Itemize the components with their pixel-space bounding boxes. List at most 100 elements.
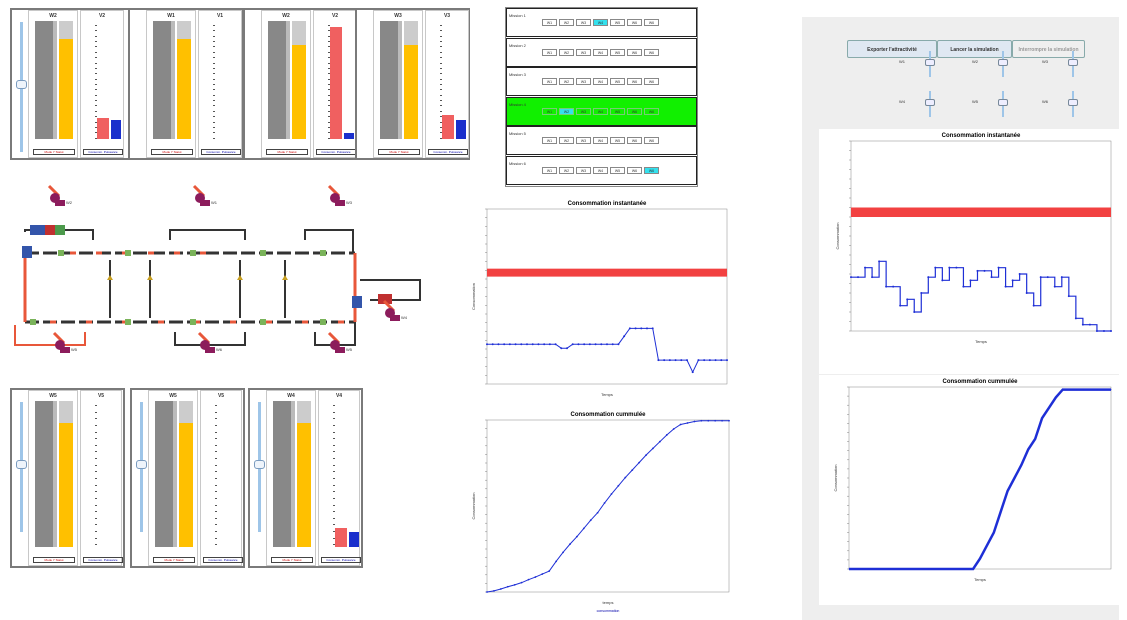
mission-cell[interactable]: W1 [542,107,557,115]
tick [95,121,97,123]
tick [215,405,217,406]
data-point [1110,330,1112,332]
robot-panel: W5 Mode Y Statut V5 Consomm. Puissance [10,388,125,568]
mission-cell[interactable]: W6 [644,166,659,174]
tick [328,25,330,26]
mission-cell[interactable]: W6 [644,137,659,144]
data-point [1046,276,1049,279]
power-slider-handle[interactable] [16,80,27,89]
mission-cell[interactable]: W2 [559,48,574,56]
tick [333,504,335,506]
mission-cell[interactable]: W5 [610,78,625,85]
mission-label: Mission 1 [509,13,526,18]
mission-cell[interactable]: W2 [559,137,574,144]
data-point [543,343,546,346]
mission-cell[interactable]: W5 [610,166,625,174]
mission-cell[interactable]: W6 [627,107,642,115]
mission-cell[interactable]: W3 [576,166,591,174]
mission-cell[interactable]: W4 [593,78,608,85]
power-gauge: V1 Consomm. Puissance [198,10,242,158]
mission-cell[interactable]: W2 [559,78,574,85]
mission-cell[interactable]: W4 [593,48,608,56]
mission-cell[interactable]: W1 [542,137,557,144]
mission-cell[interactable]: W6 [644,78,659,85]
speed-slider-handle[interactable] [925,99,935,106]
robot-arm: W5 [52,331,78,353]
mission-cell[interactable]: W2 [559,166,574,174]
mission-cell[interactable]: W6 [627,78,642,85]
mission-cell[interactable]: W6 [644,48,659,56]
speed-slider-handle[interactable] [1068,59,1078,66]
mission-cell[interactable]: W6 [627,48,642,56]
power-name: V2 [331,13,339,19]
power-slider-handle[interactable] [254,460,265,469]
robot-label: W5 [71,347,78,352]
tick [215,438,217,440]
mission-cell[interactable]: W1 [542,78,557,85]
mission-cell[interactable]: W3 [576,78,591,85]
mission-cell[interactable]: W5 [610,107,625,115]
tick [213,116,215,118]
mission-cell[interactable]: W2 [559,107,574,115]
gauge-gray-light [171,21,175,139]
speed-slider-handle[interactable] [1068,99,1078,106]
tick [328,121,330,123]
mission-cell[interactable]: W3 [576,107,591,115]
mission-row[interactable]: Mission 2 W1 W2 W3 W4 W5 W6 W6 [506,37,697,67]
tick [213,89,215,91]
speed-slider-handle[interactable] [925,59,935,66]
tick [328,105,330,107]
mission-row[interactable]: Mission 4 W1 W2 W3 W4 W5 W6 W6 [506,96,697,126]
mission-cell[interactable]: W5 [610,137,625,144]
mission-cell[interactable]: W6 [644,19,659,26]
speed-slider-handle[interactable] [998,59,1008,66]
mission-cell[interactable]: W1 [542,166,557,174]
power-legend: Consomm. Puissance [428,149,468,155]
mission-cell[interactable]: W1 [542,48,557,56]
tick [328,78,330,80]
mission-cell[interactable]: W3 [576,137,591,144]
mission-cell[interactable]: W4 [593,19,608,26]
export-button[interactable]: Exporter l'attractivité [847,40,937,58]
mission-cell[interactable]: W6 [644,107,659,115]
data-point [917,568,919,570]
mission-cell[interactable]: W3 [576,19,591,26]
stop-button[interactable]: Interrompre la simulation [1012,40,1085,58]
mission-cell[interactable]: W6 [627,19,642,26]
robot-panel: W3 Mode Y Statut V3 Consomm. Puissance [355,8,470,160]
data-point [997,266,1000,269]
power-slider-handle[interactable] [16,460,27,469]
mission-cell[interactable]: W4 [593,137,608,144]
mission-cell[interactable]: W5 [610,19,625,26]
tick [95,491,97,493]
power-gauge: V5 Consomm. Puissance [80,390,123,566]
data-point [674,359,677,362]
data-point [1018,273,1021,275]
power-slider-handle[interactable] [136,460,147,469]
mission-cell[interactable]: W3 [576,48,591,56]
tick [215,497,217,499]
mission-cell[interactable]: W4 [593,166,608,174]
speed-slider-handle[interactable] [998,99,1008,106]
mission-row[interactable]: Mission 6 W1 W2 W3 W4 W5 W6 W6 [506,155,697,185]
mission-cell[interactable]: W5 [610,48,625,56]
power-legend: Consomm. Puissance [83,557,123,563]
mission-cell[interactable]: W1 [542,19,557,26]
mission-row[interactable]: Mission 3 W1 W2 W3 W4 W5 W6 W6 [506,67,697,96]
tick [215,504,217,506]
mission-cell[interactable]: W6 [627,137,642,144]
tick [215,484,217,486]
missions-panel: Mission 1 W1 W2 W3 W4 W5 W6 W6 Mission 2 W1 W2 W3 W4… [505,7,698,187]
data-point [513,583,516,586]
mission-cell[interactable]: W2 [559,19,574,26]
mission-row[interactable]: Mission 5 W1 W2 W3 W4 W5 W6 W6 [506,126,697,155]
mission-row[interactable]: Mission 1 W1 W2 W3 W4 W5 W6 W6 [506,8,697,37]
launch-button[interactable]: Lancer la simulation [937,40,1012,58]
data-point [588,343,591,346]
gauge-gray-light [398,21,402,139]
mission-cell[interactable]: W4 [593,107,608,115]
tick [328,116,330,118]
tick [440,94,442,96]
power-gauge: V5 Consomm. Puissance [200,390,243,566]
mission-cell[interactable]: W6 [627,166,642,174]
